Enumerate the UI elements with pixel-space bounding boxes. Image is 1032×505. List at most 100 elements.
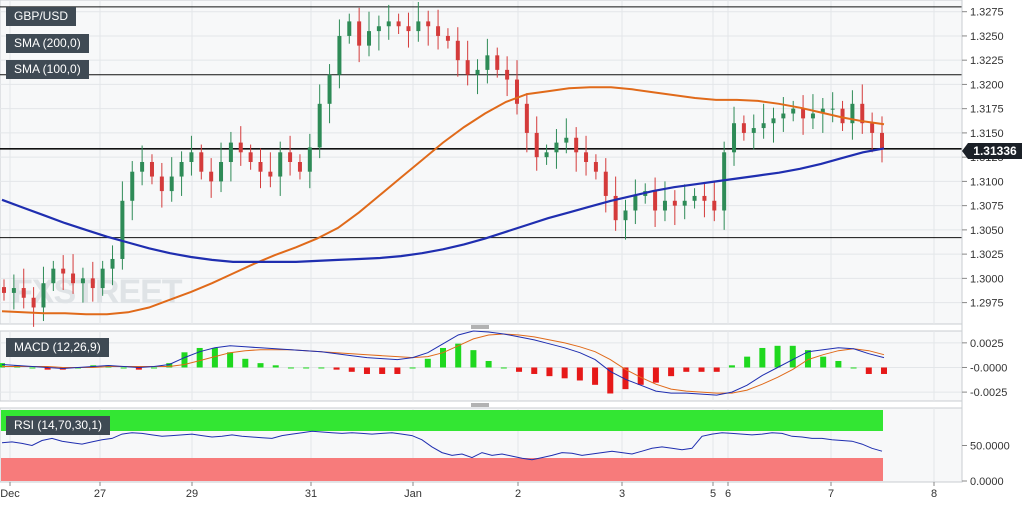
macd-histogram-bar [303,367,310,369]
macd-histogram-bar [181,352,188,368]
macd-histogram-bar [744,356,751,368]
sma100-label-text: SMA (100,0) [14,62,81,76]
candle-body [761,123,766,129]
candle-body [475,69,480,75]
x-tick-label: 6 [725,488,731,500]
macd-histogram-bar [287,367,294,369]
macd-histogram-bar [622,367,629,390]
candle-body [732,123,737,153]
x-tick-label: 27 [94,488,106,500]
macd-label[interactable]: MACD (12,26,9) [6,338,109,357]
y-tick-label: 1.3100 [970,176,1004,188]
candle-body [258,162,263,172]
macd-histogram-bar [683,367,690,372]
y-tick-label: 1.3025 [970,249,1004,261]
candle-body [297,162,302,172]
macd-histogram-bar [652,367,659,383]
candle-body [140,162,145,172]
rsi-oversold-zone [1,458,883,481]
macd-histogram-bar [242,358,249,368]
macd-line [1,330,885,396]
candle-body [722,152,727,211]
candle-body [741,123,746,133]
candle-body [51,268,56,284]
rsi-plot [1,430,883,461]
macd-histogram-bar [774,345,781,368]
candle-body [347,21,352,36]
macd-histogram-bar [440,347,446,368]
candlesticks [2,2,884,327]
rsi-label[interactable]: RSI (14,70,30,1) [6,416,111,435]
sma200-line [1,147,885,263]
candle-body [130,171,135,201]
y-tick-label: 1.3225 [970,55,1004,67]
macd-histogram-bar [804,350,811,368]
candle-body [100,268,105,289]
candle-body [564,137,569,143]
macd-histogram-bar [668,367,675,377]
macd-y-tick-label: -0.0025 [970,387,1007,399]
sma100-label[interactable]: SMA (100,0) [6,60,89,79]
macd-histogram-bar [196,347,203,368]
macd-histogram-bar [500,367,507,369]
candle-body [2,287,6,293]
candle-body [426,21,431,27]
candle-body [228,142,233,162]
candle-body [781,113,786,119]
macd-histogram-bar [820,356,827,368]
macd-label-text: MACD (12,26,9) [14,340,101,354]
y-tick-label: 1.3050 [970,225,1004,237]
macd-histogram-bar [318,367,325,369]
y-tick-label: 1.3000 [970,273,1004,285]
x-tick-label: Jan [404,488,422,500]
candle-body [544,152,549,158]
candle-body [71,273,76,284]
y-axes: 1.3275 1.3250 1.3225 1.3200 1.3175 1.3150 1.31… [961,0,1010,488]
candle-body [870,123,875,133]
candle-body [110,258,115,269]
candle-body [623,210,628,221]
horizontal-levels [0,6,962,239]
y-tick-label: 1.3250 [970,31,1004,43]
candle-body [159,176,164,192]
macd-histogram-bar [728,365,735,368]
macd-histogram-bar [394,367,401,374]
candle-body [445,35,450,41]
candle-body [850,103,855,124]
symbol-text: GBP/USD [14,9,69,23]
rsi-overbought-zone [1,410,883,431]
rsi-resize-handle[interactable] [471,403,489,407]
candle-body [603,171,608,196]
candle-body [653,191,658,211]
macd-resize-handle[interactable] [471,325,489,329]
candle-body [120,200,125,259]
candle-body [41,283,46,308]
y-tick-label: 1.2975 [970,298,1004,310]
candle-body [406,26,411,32]
x-tick-label: 31 [305,488,317,500]
candle-body [248,152,253,162]
candle-body [367,31,372,46]
candle-body [436,26,441,36]
candle-body [791,108,796,114]
candle-body [751,128,756,133]
candle-body [386,21,391,27]
macd-histogram-bar [455,343,462,368]
macd-histogram-bar [227,352,234,368]
x-tick-label: 8 [931,488,937,500]
price-panel [0,0,963,325]
macd-histogram-bar [363,367,370,374]
candle-body [801,108,806,119]
macd-histogram-bar [211,347,218,368]
candle-body [21,288,26,298]
candle-body [455,40,460,61]
x-axis: Dec 27 29 31 Jan 2 3 5 6 7 8 [0,481,962,500]
macd-histogram-bar [865,367,872,374]
symbol-label[interactable]: GBP/USD [6,7,77,26]
macd-histogram-bar [850,367,857,369]
candle-body [90,278,95,289]
sma200-label-text: SMA (200,0) [14,36,81,50]
candle-body [771,118,776,124]
candle-body [169,176,174,192]
sma200-label[interactable]: SMA (200,0) [6,34,89,53]
